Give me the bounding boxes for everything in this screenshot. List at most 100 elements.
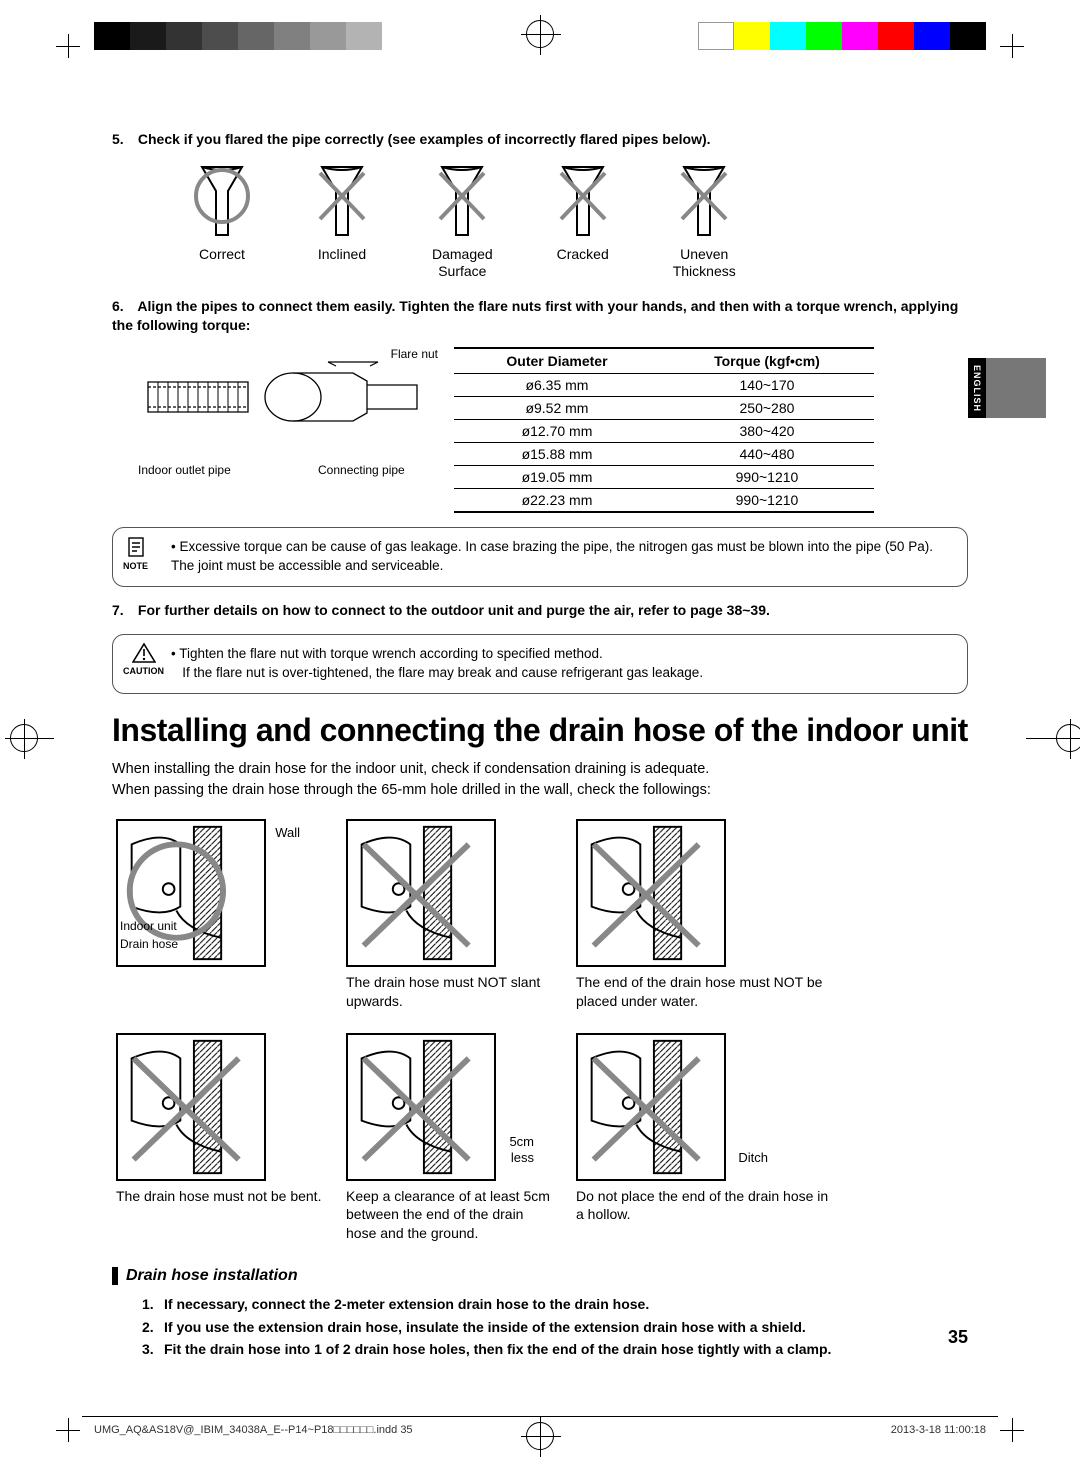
page-content: 5. Check if you flared the pipe correctl… xyxy=(112,130,968,1356)
table-cell: 990~1210 xyxy=(660,489,874,513)
drain-diagram-caption: The drain hose must not be bent. xyxy=(116,1187,326,1206)
table-row: ø6.35 mm140~170 xyxy=(454,374,874,397)
note-callout: NOTE • Excessive torque can be cause of … xyxy=(112,527,968,587)
drain-diagram-box xyxy=(116,1033,266,1181)
step-text: Check if you flared the pipe correctly (… xyxy=(138,131,711,147)
diagram-annotation: Wall xyxy=(275,825,300,840)
drain-diagram-box: 5cmless xyxy=(346,1033,496,1181)
install-step-text: If necessary, connect the 2-meter extens… xyxy=(164,1296,649,1312)
table-cell: 990~1210 xyxy=(660,466,874,489)
crop-mark xyxy=(1000,34,1024,58)
drain-diagram-box xyxy=(576,819,726,967)
pipe-example-label: Cracked xyxy=(553,246,613,263)
drain-diagram-cell: Wall Indoor unit Drain hose xyxy=(116,819,326,1011)
connecting-pipe-label: Connecting pipe xyxy=(318,463,405,477)
trim-line xyxy=(20,738,54,739)
table-row: ø12.70 mm380~420 xyxy=(454,420,874,443)
diagram-annotation: 5cm xyxy=(509,1134,534,1149)
torque-table: Outer DiameterTorque (kgf•cm)ø6.35 mm140… xyxy=(454,347,874,513)
note-text: Excessive torque can be cause of gas lea… xyxy=(171,539,933,573)
diagram-annotation: less xyxy=(511,1150,534,1165)
drain-diagram-cell: The end of the drain hose must NOT be pl… xyxy=(576,819,836,1011)
install-step: 3.Fit the drain hose into 1 of 2 drain h… xyxy=(142,1338,968,1360)
diagram-annotation: Ditch xyxy=(738,1150,768,1165)
drain-diagram-cell: Ditch Do not place the end of the drain … xyxy=(576,1033,836,1244)
step-7: 7. For further details on how to connect… xyxy=(112,601,968,620)
language-tab-label: ENGLISH xyxy=(968,358,986,418)
table-row: ø19.05 mm990~1210 xyxy=(454,466,874,489)
table-cell: ø19.05 mm xyxy=(454,466,660,489)
flare-illustration xyxy=(138,347,438,447)
table-row: ø22.23 mm990~1210 xyxy=(454,489,874,513)
table-row: ø15.88 mm440~480 xyxy=(454,443,874,466)
pipe-example: Inclined xyxy=(312,161,372,280)
drain-diagram-box xyxy=(346,819,496,967)
table-cell: 440~480 xyxy=(660,443,874,466)
language-tab: ENGLISH xyxy=(968,370,1080,406)
step-number: 5. xyxy=(112,130,134,149)
diagram-annotation: Drain hose xyxy=(120,937,178,951)
install-step: 1.If necessary, connect the 2-meter exte… xyxy=(142,1293,968,1315)
footer-filename: UMG_AQ&AS18V@_IBIM_34038A_E--P14~P18□□□□… xyxy=(94,1424,413,1436)
install-step-number: 1. xyxy=(142,1293,164,1315)
step-number: 7. xyxy=(112,601,134,620)
step-5: 5. Check if you flared the pipe correctl… xyxy=(112,130,968,149)
caution-icon xyxy=(132,643,156,663)
install-step: 2.If you use the extension drain hose, i… xyxy=(142,1316,968,1338)
drain-diagram-box: Ditch xyxy=(576,1033,726,1181)
pipe-example: UnevenThickness xyxy=(673,161,736,280)
note-label: NOTE xyxy=(123,561,148,571)
drain-diagram-cell: The drain hose must NOT slant upwards. xyxy=(346,819,556,1011)
footer-timestamp: 2013-3-18 11:00:18 xyxy=(891,1424,986,1436)
crop-mark xyxy=(1000,1418,1024,1442)
table-row: ø9.52 mm250~280 xyxy=(454,397,874,420)
language-tab-bg xyxy=(986,358,1046,418)
caution-badge: CAUTION xyxy=(123,643,164,678)
step-number: 6. xyxy=(112,297,134,316)
drain-diagram-grid: Wall Indoor unit Drain hose The drain hose… xyxy=(116,819,968,1243)
table-header: Outer Diameter xyxy=(454,348,660,374)
caution-text-2: If the flare nut is over-tightened, the … xyxy=(182,665,703,680)
drain-install-steps: 1.If necessary, connect the 2-meter exte… xyxy=(142,1293,968,1360)
print-footer: UMG_AQ&AS18V@_IBIM_34038A_E--P14~P18□□□□… xyxy=(94,1424,986,1436)
install-step-text: Fit the drain hose into 1 of 2 drain hos… xyxy=(164,1341,831,1357)
note-icon xyxy=(125,536,147,558)
outlet-pipe-label: Indoor outlet pipe xyxy=(138,463,231,477)
table-cell: 380~420 xyxy=(660,420,874,443)
drain-diagram-caption: Keep a clearance of at least 5cm between… xyxy=(346,1187,556,1244)
pipe-example-label: DamagedSurface xyxy=(432,246,493,280)
crop-mark xyxy=(56,34,80,58)
table-header: Torque (kgf•cm) xyxy=(660,348,874,374)
flare-section: Flare nut Indoor outlet pipe Connecting … xyxy=(138,347,968,513)
diagram-annotation: Indoor unit xyxy=(120,919,177,933)
crop-mark xyxy=(56,1418,80,1442)
section-title: Installing and connecting the drain hose… xyxy=(112,712,968,749)
drain-install-subhead: Drain hose installation xyxy=(112,1267,968,1285)
flare-nut-label: Flare nut xyxy=(391,347,438,361)
registration-mark-icon xyxy=(526,20,554,48)
pipe-example-label: Correct xyxy=(192,246,252,263)
step-text: Align the pipes to connect them easily. … xyxy=(112,298,958,333)
caution-text-1: Tighten the flare nut with torque wrench… xyxy=(179,646,603,661)
drain-diagram-cell: 5cmless Keep a clearance of at least 5cm… xyxy=(346,1033,556,1244)
caution-callout: CAUTION • Tighten the flare nut with tor… xyxy=(112,634,968,694)
drain-diagram-caption: Do not place the end of the drain hose i… xyxy=(576,1187,836,1225)
step-6: 6. Align the pipes to connect them easil… xyxy=(112,297,968,335)
pipe-example: Cracked xyxy=(553,161,613,280)
table-cell: ø15.88 mm xyxy=(454,443,660,466)
drain-diagram-box: WallIndoor unitDrain hose xyxy=(116,819,266,967)
drain-diagram-cell: The drain hose must not be bent. xyxy=(116,1033,326,1244)
pipe-examples-row: Correct Inclined DamagedSurface Cracked … xyxy=(192,161,968,280)
step-text: For further details on how to connect to… xyxy=(138,602,770,618)
trim-line xyxy=(1026,738,1060,739)
table-cell: 140~170 xyxy=(660,374,874,397)
drain-diagram-caption: The drain hose must NOT slant upwards. xyxy=(346,973,556,1011)
drain-diagram-caption: The end of the drain hose must NOT be pl… xyxy=(576,973,836,1011)
page-number: 35 xyxy=(948,1327,968,1348)
flare-diagram: Flare nut Indoor outlet pipe Connecting … xyxy=(138,347,438,477)
color-bars-left xyxy=(94,22,382,50)
note-badge: NOTE xyxy=(123,536,148,573)
install-step-text: If you use the extension drain hose, ins… xyxy=(164,1319,806,1335)
table-cell: ø12.70 mm xyxy=(454,420,660,443)
pipe-example-label: UnevenThickness xyxy=(673,246,736,280)
